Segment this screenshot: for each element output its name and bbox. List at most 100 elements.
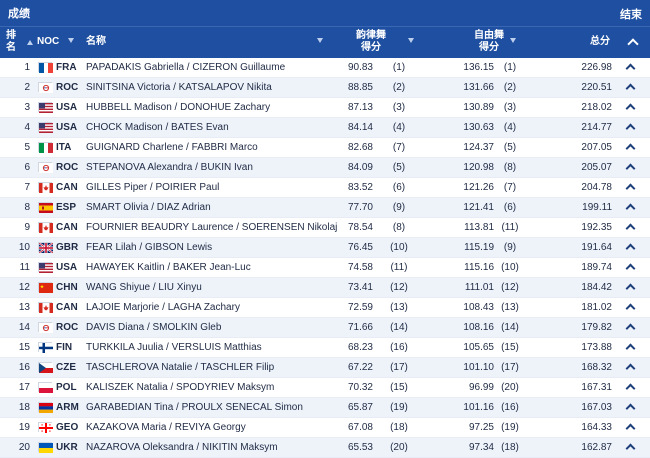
table-row[interactable]: 17 POL KALISZEK Natalia / SPODYRIEV Maksym…	[0, 378, 650, 398]
free-dance-score-cell: 130.89	[463, 102, 494, 113]
total-column-header[interactable]: 总分	[590, 36, 610, 48]
expand-row-chevron-icon[interactable]	[625, 302, 636, 315]
rhythm-dance-score-cell: 65.87	[347, 402, 373, 413]
country-flag-icon	[38, 402, 53, 413]
table-row[interactable]: 15 FIN TURKKILA Juulia / VERSLUIS Matthias…	[0, 338, 650, 358]
expand-row-chevron-icon[interactable]	[625, 442, 636, 455]
expand-row-chevron-icon[interactable]	[625, 382, 636, 395]
expand-row-chevron-icon[interactable]	[625, 162, 636, 175]
table-row[interactable]: 13 CAN LAJOIE Marjorie / LAGHA Zachary 72.5…	[0, 298, 650, 318]
noc-sort-icon[interactable]	[66, 35, 74, 47]
rhythm-dance-score-cell: 77.70	[347, 202, 373, 213]
collapse-all-chevron-icon[interactable]	[627, 37, 639, 52]
expand-row-chevron-icon[interactable]	[625, 282, 636, 295]
table-row[interactable]: 6 ROC STEPANOVA Alexandra / BUKIN Ivan 84.0…	[0, 158, 650, 178]
free-sort-icon[interactable]	[508, 35, 516, 47]
expand-row-chevron-icon[interactable]	[625, 322, 636, 335]
rhythm-dance-rank-cell: (11)	[390, 262, 408, 273]
noc-column-header[interactable]: NOC	[37, 36, 59, 48]
expand-row-chevron-icon[interactable]	[625, 402, 636, 415]
free-dance-column-label: 自由舞得分	[474, 30, 504, 53]
rank-cell: 3	[24, 102, 30, 113]
country-flag-icon	[38, 382, 53, 393]
table-row[interactable]: 4 USA CHOCK Madison / BATES Evan 84.14 (4) 13…	[0, 118, 650, 138]
rank-cell: 19	[18, 422, 30, 433]
rhythm-sort-icon[interactable]	[406, 35, 414, 47]
noc-cell: ROC	[56, 322, 79, 333]
free-dance-score-cell: 105.65	[463, 342, 494, 353]
athlete-names-cell: TURKKILA Juulia / VERSLUIS Matthias	[86, 342, 262, 353]
free-dance-rank-cell: (19)	[501, 422, 519, 433]
table-row[interactable]: 18 ARM GARABEDIAN Tina / PROULX SENECAL Si…	[0, 398, 650, 418]
athlete-names-cell: DAVIS Diana / SMOLKIN Gleb	[86, 322, 222, 333]
expand-row-chevron-icon[interactable]	[625, 242, 636, 255]
table-row[interactable]: 19 GEO KAZAKOVA Maria / REVIYA Georgy 67.08…	[0, 418, 650, 438]
noc-cell: ROC	[56, 82, 79, 93]
country-flag-icon	[38, 442, 53, 453]
name-column-header[interactable]: 名称	[86, 36, 106, 48]
table-row[interactable]: 20 UKR NAZAROVA Oleksandra / NIKITIN Maksy…	[0, 438, 650, 458]
expand-row-chevron-icon[interactable]	[625, 202, 636, 215]
table-row[interactable]: 1 FRA PAPADAKIS Gabriella / CIZERON Guilla…	[0, 58, 650, 78]
rhythm-dance-score-cell: 84.09	[347, 162, 373, 173]
rank-sort-icon[interactable]	[25, 37, 33, 49]
expand-row-chevron-icon[interactable]	[625, 142, 636, 155]
noc-cell: CHN	[56, 282, 78, 293]
expand-row-chevron-icon[interactable]	[625, 362, 636, 375]
table-header: 排名 NOC 名称 韵律舞得分 自由舞得分 总分	[0, 26, 650, 58]
rank-cell: 11	[19, 262, 30, 273]
total-score-cell: 205.07	[581, 162, 612, 173]
noc-cell: CAN	[56, 182, 78, 193]
athlete-names-cell: HUBBELL Madison / DONOHUE Zachary	[86, 102, 271, 113]
total-score-cell: 207.05	[581, 142, 612, 153]
free-dance-column-header[interactable]: 自由舞得分	[474, 30, 504, 54]
rank-cell: 7	[24, 182, 30, 193]
table-row[interactable]: 8 ESP SMART Olivia / DIAZ Adrian 77.70 (9) 12…	[0, 198, 650, 218]
noc-cell: ARM	[56, 402, 79, 413]
table-row[interactable]: 9 CAN FOURNIER BEAUDRY Laurence / SOERENSE…	[0, 218, 650, 238]
athlete-names-cell: GILLES Piper / POIRIER Paul	[86, 182, 220, 193]
country-flag-icon	[38, 182, 53, 193]
table-row[interactable]: 12 CHN WANG Shiyue / LIU Xinyu 73.41 (12) 111…	[0, 278, 650, 298]
rank-cell: 8	[24, 202, 30, 213]
country-flag-icon	[38, 322, 53, 333]
table-row[interactable]: 2 ROC SINITSINA Victoria / KATSALAPOV Niki…	[0, 78, 650, 98]
free-dance-rank-cell: (4)	[503, 122, 517, 133]
table-row[interactable]: 16 CZE TASCHLEROVA Natalie / TASCHLER Fili…	[0, 358, 650, 378]
table-row[interactable]: 10 GBR FEAR Lilah / GIBSON Lewis 76.45 (10) 1…	[0, 238, 650, 258]
results-title-bar: 成绩 结束	[0, 0, 650, 26]
country-flag-icon	[38, 342, 53, 353]
rhythm-dance-rank-cell: (1)	[392, 62, 406, 73]
athlete-names-cell: LAJOIE Marjorie / LAGHA Zachary	[86, 302, 240, 313]
expand-row-chevron-icon[interactable]	[625, 122, 636, 135]
name-sort-icon[interactable]	[315, 35, 323, 47]
expand-row-chevron-icon[interactable]	[625, 62, 636, 75]
total-score-cell: 162.87	[581, 442, 612, 453]
free-dance-rank-cell: (13)	[501, 302, 519, 313]
country-flag-icon	[38, 62, 53, 73]
event-status: 结束	[620, 9, 642, 21]
table-row[interactable]: 7 CAN GILLES Piper / POIRIER Paul 83.52 (6) 1…	[0, 178, 650, 198]
rank-cell: 15	[18, 342, 30, 353]
rank-column-header[interactable]: 排名	[6, 30, 18, 54]
rhythm-dance-score-cell: 67.22	[347, 362, 373, 373]
expand-row-chevron-icon[interactable]	[625, 262, 636, 275]
expand-row-chevron-icon[interactable]	[625, 102, 636, 115]
expand-row-chevron-icon[interactable]	[625, 342, 636, 355]
free-dance-score-cell: 97.34	[468, 442, 494, 453]
total-score-cell: 168.32	[581, 362, 612, 373]
country-flag-icon	[38, 202, 53, 213]
rhythm-dance-rank-cell: (12)	[390, 282, 408, 293]
rhythm-dance-column-header[interactable]: 韵律舞得分	[356, 30, 386, 54]
table-row[interactable]: 14 ROC DAVIS Diana / SMOLKIN Gleb 71.66 (14)…	[0, 318, 650, 338]
expand-row-chevron-icon[interactable]	[625, 422, 636, 435]
expand-row-chevron-icon[interactable]	[625, 82, 636, 95]
table-row[interactable]: 5 ITA GUIGNARD Charlene / FABBRI Marco 82.6…	[0, 138, 650, 158]
free-dance-score-cell: 96.99	[468, 382, 494, 393]
free-dance-rank-cell: (20)	[501, 382, 519, 393]
expand-row-chevron-icon[interactable]	[625, 222, 636, 235]
table-row[interactable]: 11 USA HAWAYEK Kaitlin / BAKER Jean-Luc 74.…	[0, 258, 650, 278]
rank-cell: 14	[18, 322, 30, 333]
expand-row-chevron-icon[interactable]	[625, 182, 636, 195]
table-row[interactable]: 3 USA HUBBELL Madison / DONOHUE Zachary 87.…	[0, 98, 650, 118]
